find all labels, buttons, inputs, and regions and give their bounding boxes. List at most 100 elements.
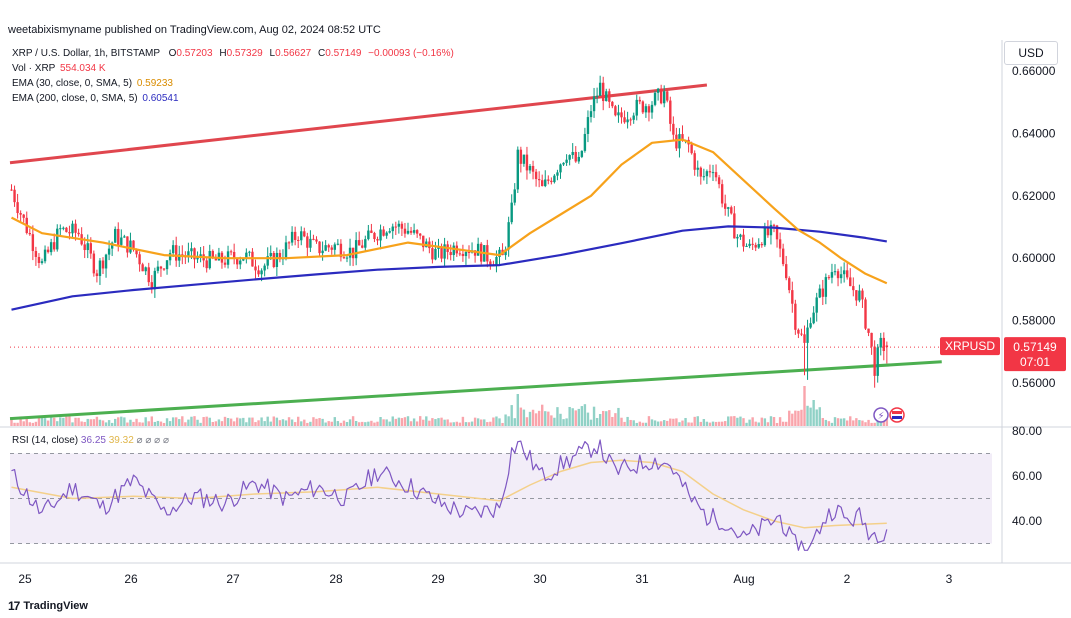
- volume-bar: [501, 422, 504, 426]
- volume-bar: [214, 421, 218, 426]
- volume-bar: [123, 417, 126, 426]
- volume-bar: [135, 418, 138, 426]
- candle-body: [196, 257, 199, 260]
- rsi-line[interactable]: [11, 439, 888, 551]
- volume-bar: [760, 417, 763, 426]
- candle-body: [553, 175, 556, 183]
- candle-body: [473, 250, 477, 256]
- candle-body: [345, 257, 349, 259]
- candle-body: [663, 91, 666, 104]
- volume-bar: [278, 420, 282, 426]
- candle-body: [178, 254, 181, 261]
- candle-body: [62, 227, 65, 229]
- symbol-label[interactable]: XRP / U.S. Dollar, 1h, BITSTAMP: [12, 48, 160, 59]
- price-tick-label: 0.64000: [1012, 126, 1056, 140]
- volume-bar: [489, 421, 492, 426]
- volume-bar: [849, 416, 852, 426]
- volume-bar: [717, 421, 721, 426]
- ema30-line[interactable]: [10, 138, 888, 285]
- volume-bar: [815, 409, 818, 426]
- candle-body: [68, 232, 71, 234]
- flag-event-icon[interactable]: [889, 407, 905, 423]
- symbol-tag[interactable]: [940, 337, 1000, 356]
- volume-bar: [565, 418, 568, 426]
- candle-body: [818, 288, 821, 298]
- candle-body: [525, 154, 529, 171]
- volume-bar: [742, 418, 745, 426]
- candle-body: [284, 242, 288, 258]
- candle-body: [547, 179, 550, 181]
- volume-bar: [769, 416, 773, 426]
- volume-bar: [617, 407, 620, 426]
- volume-bar: [495, 416, 498, 426]
- candle-body: [443, 244, 446, 259]
- volume-bar: [190, 416, 193, 426]
- support-trendline[interactable]: [9, 360, 942, 421]
- candle-body: [290, 231, 294, 243]
- candle-body: [101, 260, 105, 269]
- candle-body: [126, 236, 129, 253]
- time-tick-label: 27: [226, 572, 240, 586]
- volume-bar: [806, 405, 809, 426]
- volume-bar: [80, 421, 83, 426]
- close-label: C: [318, 48, 326, 59]
- last-price-tag[interactable]: [1004, 337, 1066, 372]
- candle-body: [300, 231, 303, 241]
- candle-body: [461, 253, 465, 257]
- volume-bar: [388, 421, 391, 426]
- volume-bar: [330, 421, 333, 426]
- volume-bar: [702, 419, 706, 426]
- volume-bar: [19, 416, 22, 426]
- volume-bar: [611, 416, 614, 426]
- resistance-trendline[interactable]: [9, 83, 708, 165]
- candle-body: [620, 112, 623, 118]
- volume-bar: [669, 418, 672, 426]
- candle-body: [644, 106, 648, 113]
- candle-body: [559, 164, 562, 173]
- candle-body: [434, 248, 437, 260]
- volume-bar: [114, 418, 117, 426]
- volume-bar: [818, 407, 821, 426]
- candle-body: [449, 252, 452, 256]
- candle-body: [138, 254, 141, 265]
- candle-body: [791, 290, 794, 304]
- volume-bar: [126, 422, 129, 426]
- volume-label: Vol · XRP: [12, 63, 56, 74]
- ema30-row[interactable]: EMA (30, close, 0, SMA, 5) 0.59233: [12, 76, 454, 91]
- volume-bar: [830, 422, 834, 426]
- last-price-label: 0.57149: [1013, 340, 1057, 354]
- candle-body: [748, 243, 751, 246]
- volume-bar: [464, 422, 468, 426]
- volume-bar: [507, 416, 510, 426]
- currency-button[interactable]: USD: [1004, 41, 1058, 65]
- volume-bar: [516, 394, 519, 426]
- candle-body: [879, 337, 882, 348]
- volume-bar: [68, 416, 71, 426]
- volume-bar: [422, 419, 425, 426]
- volume-bar: [809, 407, 812, 426]
- candle-body: [650, 104, 654, 113]
- rsi-legend[interactable]: RSI (14, close) 36.25 39.32 ⌀ ⌀ ⌀ ⌀: [12, 435, 169, 446]
- lightning-event-icon[interactable]: [873, 407, 889, 423]
- countdown-label: 07:01: [1020, 355, 1050, 369]
- ema200-row[interactable]: EMA (200, close, 0, SMA, 5) 0.60541: [12, 91, 454, 106]
- candle-body: [534, 171, 538, 180]
- volume-row[interactable]: Vol · XRP 554.034 K: [12, 61, 454, 76]
- candle-body: [556, 172, 559, 176]
- candle-body: [232, 252, 236, 259]
- candle-body: [385, 232, 388, 236]
- ema200-line[interactable]: [11, 225, 887, 311]
- candle-body: [602, 82, 605, 102]
- candle-body: [205, 260, 208, 269]
- volume-bar: [245, 422, 248, 426]
- candle-body: [187, 251, 190, 258]
- candle-body: [565, 159, 568, 163]
- time-tick-label: 2: [844, 572, 851, 586]
- volume-bar: [666, 420, 669, 426]
- flag-stripe-icon: [892, 416, 902, 419]
- volume-value: 554.034 K: [59, 63, 106, 74]
- candle-body: [37, 256, 41, 263]
- candle-body: [394, 226, 397, 228]
- volume-bar: [150, 416, 153, 426]
